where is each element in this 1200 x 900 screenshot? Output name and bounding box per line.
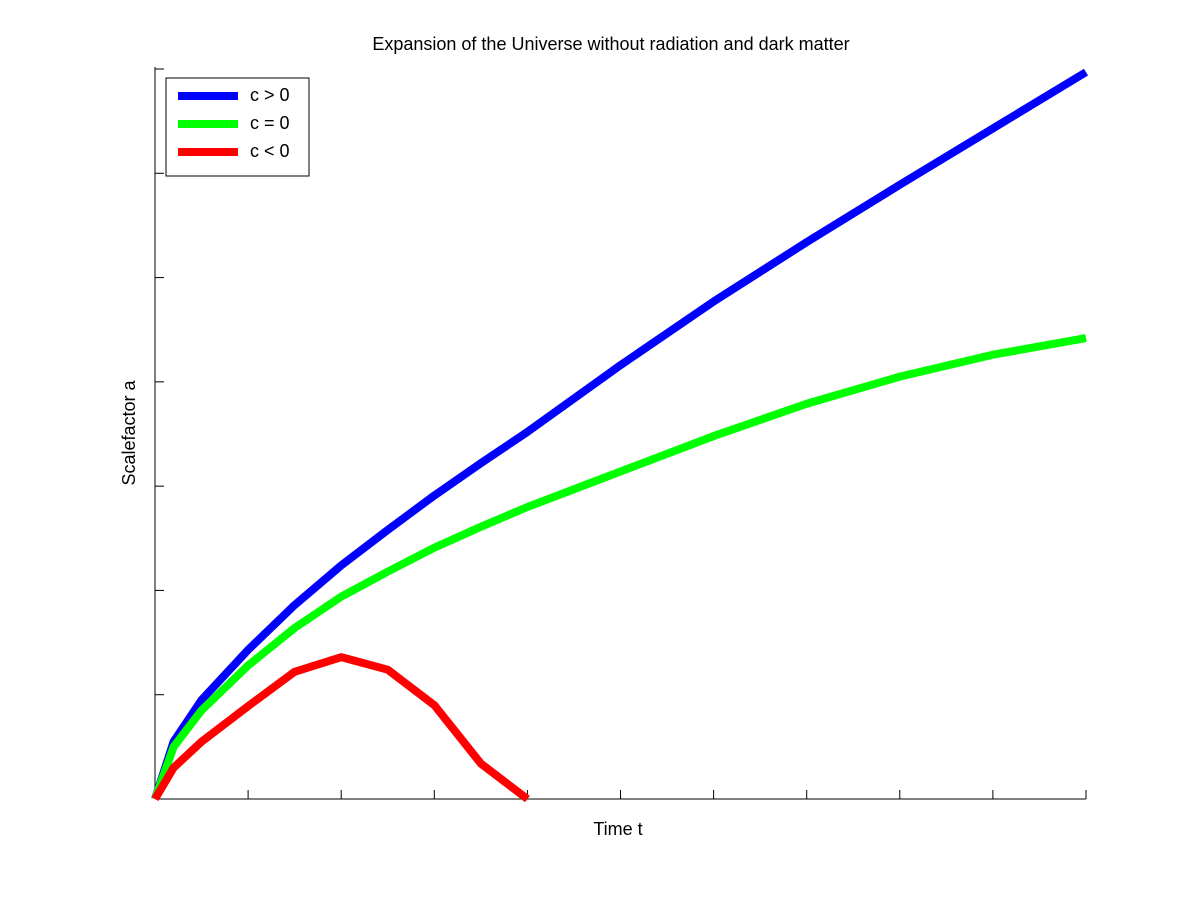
series-line (151, 334, 1087, 801)
series-line (151, 653, 530, 803)
y-axis-label: Scalefactor a (119, 379, 139, 485)
series-line (151, 68, 1089, 801)
legend-label: c = 0 (250, 113, 290, 133)
chart-title: Expansion of the Universe without radiat… (372, 34, 849, 54)
x-axis-label: Time t (593, 819, 642, 839)
legend-label: c > 0 (250, 85, 290, 105)
legend-label: c < 0 (250, 141, 290, 161)
